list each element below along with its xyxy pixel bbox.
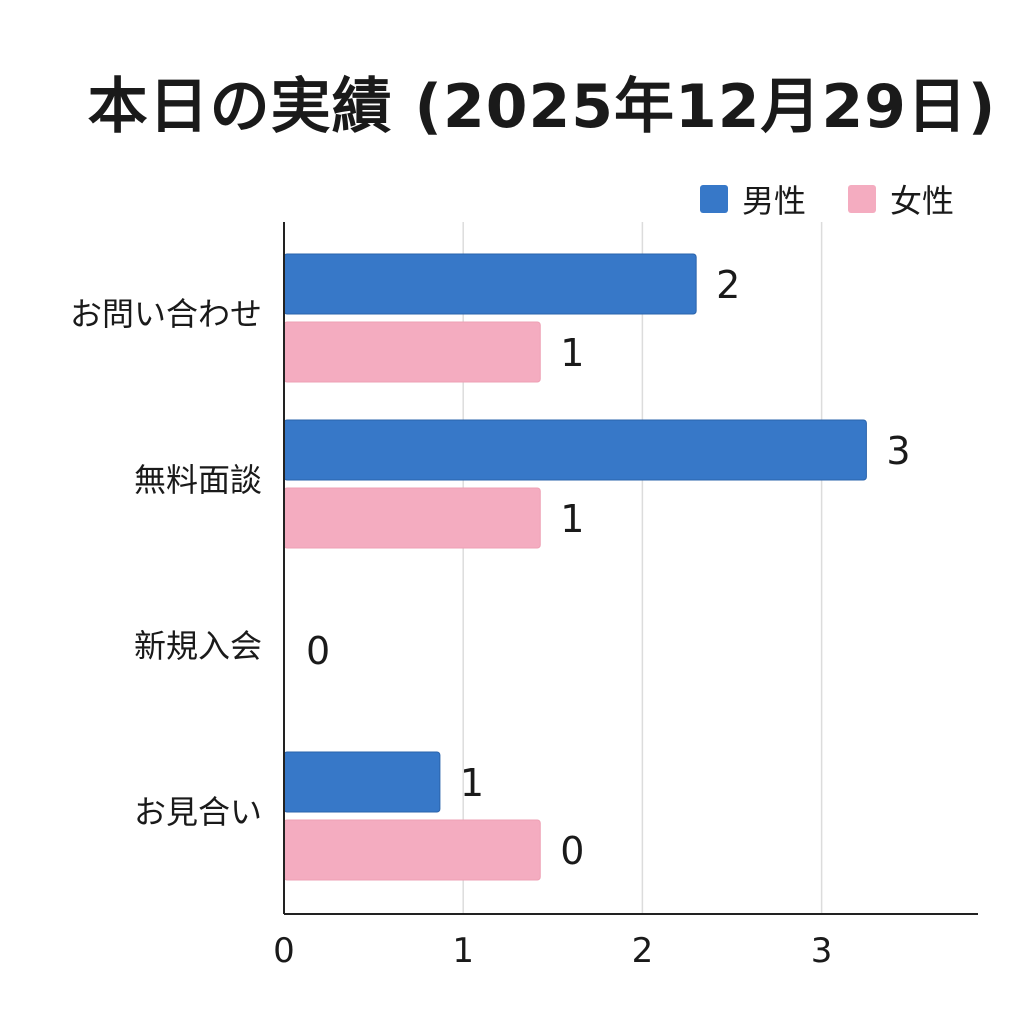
legend-swatch — [848, 185, 876, 213]
x-tick-labels: 0 1 2 3 — [273, 931, 832, 971]
category-label: お問い合わせ — [70, 295, 262, 333]
chart-title: 本日の実績 (2025年12月29日) — [87, 72, 997, 142]
category-label: 新規入会 — [134, 627, 262, 665]
axes — [283, 222, 978, 915]
x-tick-label: 1 — [452, 931, 474, 971]
legend-label: 男性 — [742, 182, 806, 220]
x-tick-label: 2 — [632, 931, 654, 971]
data-label: 1 — [560, 497, 584, 541]
category-label: 無料面談 — [134, 461, 262, 499]
data-labels: 2 1 3 1 0 1 0 — [306, 263, 911, 873]
bar — [283, 751, 441, 813]
data-label: 3 — [886, 429, 910, 473]
x-tick-label: 3 — [811, 931, 833, 971]
data-label: 0 — [560, 829, 584, 873]
legend-swatch — [700, 185, 728, 213]
x-tick-label: 0 — [273, 931, 295, 971]
bar — [283, 419, 867, 481]
data-label: 0 — [306, 629, 330, 673]
bar — [283, 253, 697, 315]
bar — [283, 819, 541, 881]
bar — [283, 321, 541, 383]
category-label: お見合い — [134, 793, 262, 831]
legend: 男性 女性 — [700, 182, 954, 220]
bar — [283, 487, 541, 549]
data-label: 2 — [716, 263, 740, 307]
data-label: 1 — [560, 331, 584, 375]
data-label: 1 — [460, 761, 484, 805]
legend-label: 女性 — [890, 182, 954, 220]
